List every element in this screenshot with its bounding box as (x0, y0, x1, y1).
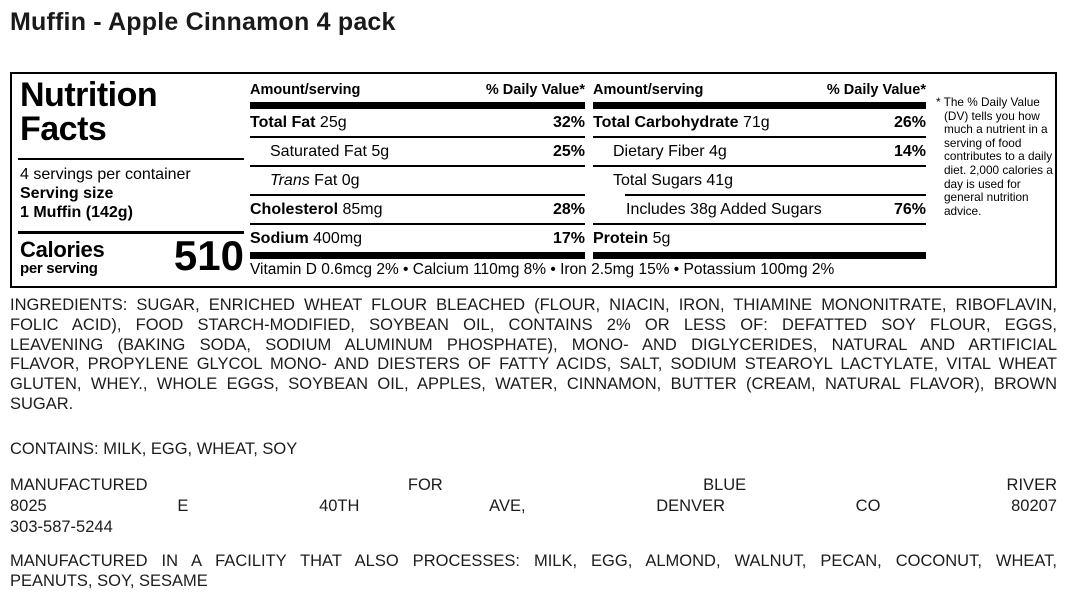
nutrient-daily-value: 26% (893, 113, 926, 131)
facility-warning-line: MANUFACTURED IN A FACILITY THAT ALSO PRO… (10, 552, 1057, 570)
thick-bar (593, 102, 926, 109)
manufacturer-line: 8025 E 40TH AVE, DENVER CO 80207 (10, 497, 1057, 515)
calories-value: 510 (173, 232, 244, 279)
divider (18, 231, 244, 234)
nutrient-row: Total Sugars 41g (593, 167, 926, 194)
nutrient-amount: 41g (701, 171, 734, 189)
divider (250, 223, 585, 225)
nutrient-daily-value: 28% (552, 200, 585, 218)
nutrient-name-amount: Total Fat 25g (250, 114, 347, 132)
nutrient-row: Includes 38g Added Sugars 76% (593, 196, 926, 223)
micronutrients-line: Vitamin D 0.6mcg 2% • Calcium 110mg 8% •… (250, 261, 835, 278)
serving-size-value: 1 Muffin (142g) (20, 204, 133, 221)
nutrient-name-amount: Includes 38g Added Sugars (593, 201, 822, 219)
column-header: Amount/serving % Daily Value* (250, 82, 585, 102)
manufacturer-line: 303-587-5244 (10, 518, 113, 536)
nutrient-row: Dietary Fiber 4g 14% (593, 138, 926, 165)
nutrient-name: Trans (270, 171, 310, 189)
ingredients-line: FOLIC ACID), FOOD STARCH-MODIFIED, SOYBE… (10, 315, 1057, 334)
nutrient-amount: 400mg (308, 229, 363, 247)
nutrient-row: Sodium 400mg 17% (250, 225, 585, 252)
divider (593, 136, 926, 138)
ingredients-line: SUGAR. (10, 394, 74, 413)
column-header: Amount/serving % Daily Value* (593, 82, 926, 102)
nutrient-name-amount: Dietary Fiber 4g (593, 143, 727, 161)
divider (18, 158, 244, 160)
product-title: Muffin - Apple Cinnamon 4 pack (10, 8, 396, 36)
divider (593, 223, 926, 225)
ingredients-line: FLAVOR, PROPYLENE GLYCOL MONO- AND DIEST… (10, 355, 1057, 374)
daily-value-footnote: * The % Daily Value (DV) tells you how m… (936, 95, 1053, 218)
nutrient-name: Saturated Fat (270, 142, 367, 160)
ingredients-paragraph: INGREDIENTS: SUGAR, ENRICHED WHEAT FLOUR… (10, 296, 1057, 415)
nutrition-facts-heading-line1: Nutrition (20, 76, 158, 114)
amount-serving-header: Amount/serving (593, 82, 704, 98)
ingredients-line: LEAVENING (BAKING SODA, SODIUM ALUMINUM … (10, 335, 1057, 354)
daily-value-header: % Daily Value* (485, 82, 585, 98)
nutrient-row: Total Fat 25g 32% (250, 109, 585, 136)
nutrition-facts-heading-line2: Facts (20, 110, 107, 148)
divider (250, 194, 585, 196)
nutrient-row: Cholesterol 85mg 28% (250, 196, 585, 223)
ingredients-line: INGREDIENTS: SUGAR, ENRICHED WHEAT FLOUR… (10, 296, 1057, 314)
nutrient-column-right: Amount/serving % Daily Value* Total Carb… (593, 82, 926, 259)
nutrient-name: Total Carbohydrate (593, 113, 739, 131)
thick-bar (250, 252, 585, 259)
nutrient-name: Cholesterol (250, 200, 339, 218)
nutrient-row: Saturated Fat 5g 25% (250, 138, 585, 165)
nutrient-name: Dietary Fiber (613, 142, 705, 160)
divider (250, 165, 585, 167)
nutrient-name-amount: Total Carbohydrate 71g (593, 114, 770, 132)
divider (250, 136, 585, 138)
daily-value-header: % Daily Value* (826, 82, 926, 98)
nutrient-name: Protein (593, 229, 649, 247)
nutrient-rows: Total Carbohydrate 71g 26% Dietary Fiber 4… (593, 109, 926, 259)
nutrient-daily-value: 14% (893, 142, 926, 160)
nutrient-name: Sodium (250, 229, 309, 247)
calories-label: Calories (20, 237, 105, 262)
facility-warning-line: PEANUTS, SOY, SESAME (10, 572, 208, 590)
nutrient-row: Protein 5g (593, 225, 926, 252)
nutrient-daily-value: 76% (893, 200, 926, 218)
nutrient-amount: 5g (648, 229, 671, 247)
calories-sublabel: per serving (20, 260, 98, 277)
manufacturer-block: MANUFACTURED FOR BLUE RIVER 8025 E 40TH A… (10, 475, 1057, 538)
manufacturer-line: MANUFACTURED FOR BLUE RIVER (10, 476, 1057, 494)
thick-bar (250, 102, 585, 109)
ingredients-line: GLUTEN, WHEY., WHOLE EGGS, SOYBEAN OIL, … (10, 375, 1057, 394)
nutrient-amount: Fat 0g (309, 171, 360, 189)
nutrient-rows: Total Fat 25g 32% Saturated Fat 5g 25% Trans… (250, 109, 585, 259)
nutrient-name-amount: Saturated Fat 5g (250, 143, 389, 161)
nutrient-daily-value: 32% (552, 113, 585, 131)
nutrient-column-left: Amount/serving % Daily Value* Total Fat … (250, 82, 585, 259)
nutrient-row: Total Carbohydrate 71g 26% (593, 109, 926, 136)
nutrient-daily-value: 25% (552, 142, 585, 160)
nutrient-amount: 71g (738, 113, 770, 131)
servings-per-container: 4 servings per container (20, 166, 191, 183)
nutrient-name-amount: Protein 5g (593, 230, 670, 248)
nutrient-name-amount: Cholesterol 85mg (250, 201, 382, 219)
facility-warning-paragraph: MANUFACTURED IN A FACILITY THAT ALSO PRO… (10, 551, 1057, 591)
nutrient-amount: 25g (315, 113, 347, 131)
nutrient-name: Total Sugars (613, 171, 702, 189)
nutrient-name-amount: Total Sugars 41g (593, 172, 733, 190)
nutrient-name: Includes 38g Added Sugars (626, 200, 822, 218)
nutrition-facts-heading: Nutrition Facts (20, 76, 158, 148)
divider (593, 165, 926, 167)
nutrient-name-amount: Trans Fat 0g (250, 172, 360, 190)
nutrient-amount: 5g (366, 142, 390, 160)
nutrient-name-amount: Sodium 400mg (250, 230, 362, 248)
allergen-contains-line: CONTAINS: MILK, EGG, WHEAT, SOY (10, 440, 298, 458)
nutrient-amount: 4g (704, 142, 727, 160)
amount-serving-header: Amount/serving (250, 82, 361, 98)
divider (625, 194, 926, 196)
nutrient-name: Total Fat (250, 113, 316, 131)
serving-size-label: Serving size (20, 185, 114, 202)
nutrient-daily-value: 17% (552, 229, 585, 247)
nutrient-row: Trans Fat 0g (250, 167, 585, 194)
nutrition-facts-panel: Nutrition Facts 4 servings per container… (10, 72, 1057, 288)
thick-bar (593, 252, 926, 259)
nutrient-amount: 85mg (338, 200, 383, 218)
